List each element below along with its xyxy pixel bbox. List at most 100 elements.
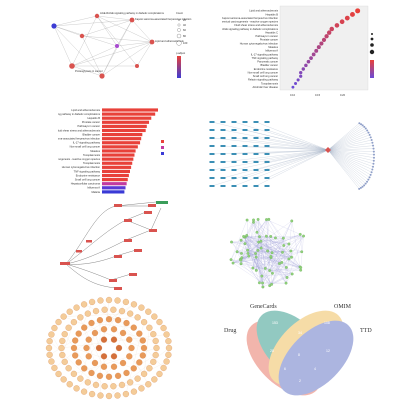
- panel-g-svg: [45, 296, 173, 400]
- panel-d-right-node: [361, 185, 364, 188]
- panel-f-node: [287, 257, 291, 261]
- panel-g-node: [100, 326, 108, 333]
- panel-g-node: [96, 317, 104, 324]
- panel-c-bars: [102, 108, 158, 194]
- panel-g-node: [66, 381, 73, 388]
- panel-b-dot-plot: Lipid and atherosclerosis Hepatitis B Kapo…: [222, 4, 382, 100]
- panel-c-bar: [102, 178, 128, 182]
- tree-node: [124, 219, 132, 222]
- panel-d-nodes: [209, 121, 375, 190]
- panel-c-term-label: Bladder cancer: [83, 132, 101, 136]
- panel-g-node: [92, 307, 100, 315]
- panel-a-edges: [53, 15, 153, 77]
- panel-d-left-node: [209, 121, 215, 123]
- panel-c-term-label: Human cytomegalovirus infection: [62, 165, 101, 169]
- panel-d-left-node: [231, 169, 237, 171]
- panel-b-term-label: Endocrine resistance: [254, 67, 279, 71]
- panel-g-node: [138, 304, 145, 311]
- panel-b-x-tick-1: 0.15: [315, 93, 321, 97]
- panel-b-dot: [334, 23, 340, 28]
- panel-g-node: [73, 385, 80, 392]
- panel-c-bar: [102, 116, 152, 120]
- panel-d-left-node: [231, 121, 237, 123]
- panel-b-plot-area: [279, 5, 369, 91]
- panel-f-node: [254, 255, 258, 259]
- panel-g-node: [123, 319, 130, 327]
- panel-f-node: [254, 252, 257, 255]
- panel-c-term-label: AGE-RAGE signaling pathway in diabetic c…: [58, 112, 101, 116]
- panel-b-term-label: TNF signaling pathway: [252, 56, 279, 60]
- panel-d-left-node: [231, 153, 237, 155]
- panel-g-node: [165, 338, 172, 345]
- panel-g-node: [150, 331, 157, 338]
- panel-g-node: [146, 365, 153, 372]
- panel-f-svg: [229, 217, 305, 289]
- panel-g-node: [122, 390, 130, 398]
- panel-g-node: [105, 392, 113, 400]
- panel-c-bar: [102, 141, 141, 145]
- panel-b-dot: [321, 37, 327, 43]
- panel-g-node: [141, 319, 148, 326]
- panel-f-node: [240, 251, 243, 255]
- panel-f-node: [290, 272, 294, 276]
- panel-g-node: [153, 344, 160, 352]
- panel-f-node: [299, 266, 303, 269]
- network-node: [79, 33, 85, 39]
- panel-d-right-node: [363, 184, 366, 187]
- venn-label-genecards: GeneCards: [250, 304, 277, 310]
- panel-d-left-node: [253, 177, 259, 179]
- panel-g-node: [160, 324, 167, 332]
- network-node: [99, 73, 105, 79]
- panel-a-node-label-3: Proteoglycans in cancer: [75, 69, 103, 73]
- panel-g-node: [139, 337, 146, 344]
- panel-g-node: [114, 317, 122, 324]
- panel-c-bar: [102, 190, 125, 194]
- panel-d-left-node: [231, 177, 237, 179]
- panel-b-term-label: Bladder cancer: [261, 63, 279, 67]
- panel-g-node: [65, 365, 72, 372]
- venn-count-0: 153: [272, 321, 278, 325]
- panel-f-node: [256, 248, 260, 252]
- panel-e-tree-network: [56, 200, 176, 292]
- venn-ttd: [278, 320, 354, 396]
- panel-b-dot: [329, 26, 335, 32]
- panel-g-node: [151, 376, 158, 383]
- panel-c-bar: [102, 120, 150, 124]
- tree-node: [149, 229, 157, 232]
- panel-g-circle-network: [44, 296, 174, 400]
- panel-a-nodes: [51, 13, 155, 79]
- panel-d-right-node: [372, 153, 375, 156]
- panel-b-term-label: Hepatitis C: [265, 30, 278, 34]
- panel-g-node: [83, 344, 90, 352]
- panel-b-term-label: Pancreatic cancer: [257, 60, 278, 64]
- panel-g-node: [66, 308, 73, 315]
- panel-f-node: [230, 240, 233, 244]
- panel-d-right-node: [359, 186, 362, 189]
- panel-b-dot: [309, 56, 313, 60]
- panel-f-node: [260, 274, 264, 278]
- panel-g-node: [70, 370, 77, 377]
- panel-d-left-node: [231, 129, 237, 131]
- panel-f-node: [239, 238, 243, 242]
- panel-b-x-tick-2: 0.20: [340, 93, 346, 97]
- panel-d-left-node: [231, 145, 237, 147]
- panel-d-left-node: [220, 137, 226, 139]
- panel-d-right-node: [371, 168, 374, 171]
- panel-f-node: [269, 235, 273, 238]
- panel-d-left-node: [209, 137, 215, 139]
- panel-d-right-node: [366, 180, 369, 183]
- panel-c-bar: [102, 165, 132, 169]
- panel-g-nodes: [45, 296, 173, 400]
- panel-f-node: [282, 244, 286, 247]
- panel-g-node: [55, 318, 62, 326]
- panel-f-node: [239, 258, 243, 262]
- venn-count-2: 56: [244, 345, 248, 349]
- panel-b-dot: [355, 8, 361, 14]
- panel-g-node: [127, 379, 134, 386]
- panel-f-nodes: [229, 217, 305, 289]
- panel-g-node: [118, 307, 126, 315]
- panel-b-term-label: Human cytomegalovirus infection: [240, 41, 279, 45]
- panel-f-node: [245, 218, 249, 222]
